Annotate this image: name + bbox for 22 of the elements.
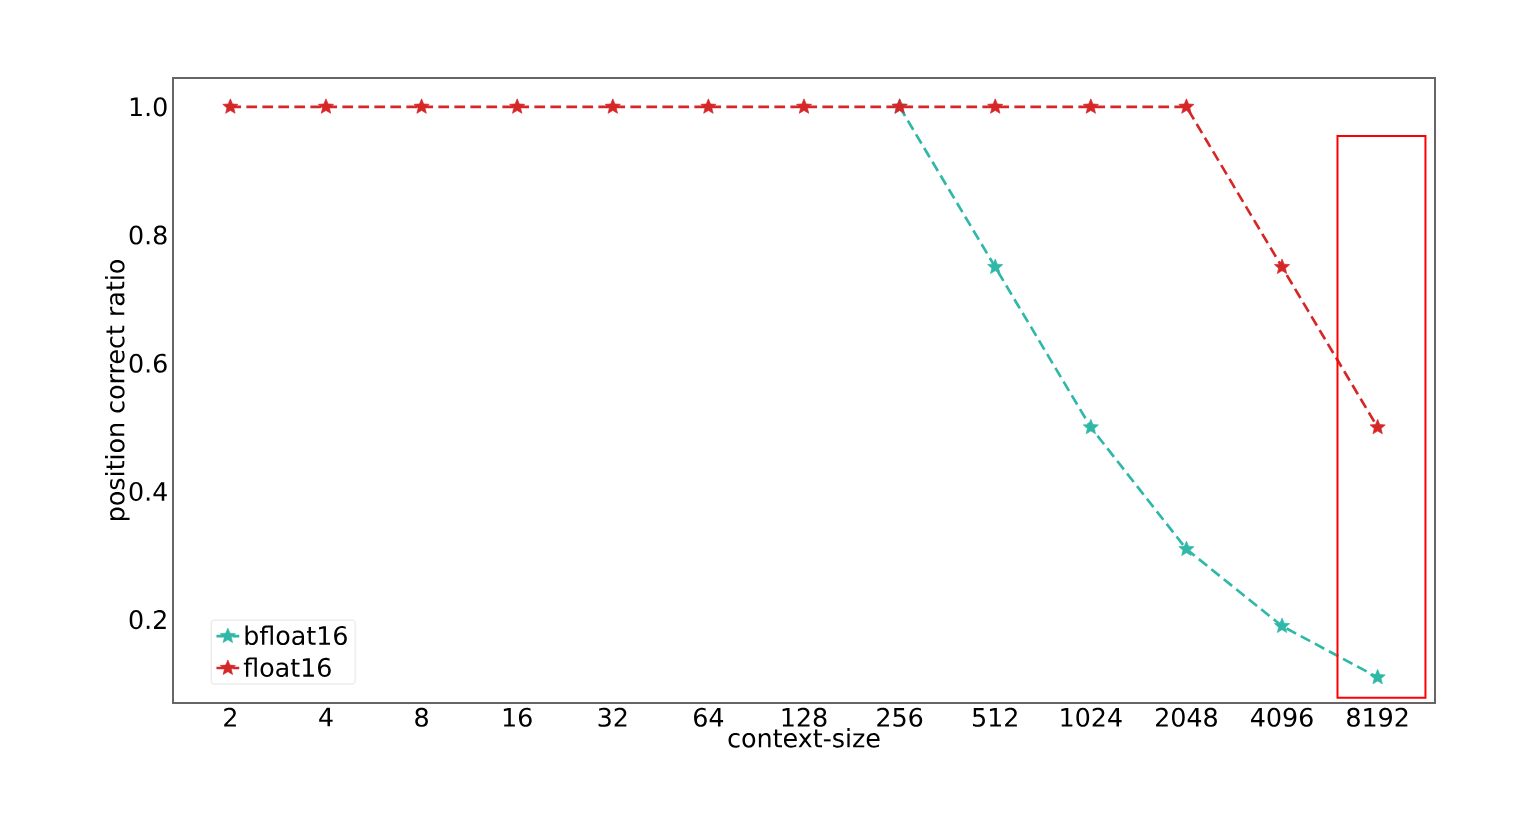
x-tick-label: 128 bbox=[782, 707, 827, 727]
x-tick-label: 2 bbox=[224, 707, 236, 727]
x-axis-title: context-size bbox=[728, 728, 880, 748]
y-tick-label: 0.6 bbox=[129, 353, 167, 373]
x-tick-label: 1024 bbox=[1061, 707, 1122, 727]
x-tick-label: 512 bbox=[972, 707, 1017, 727]
x-tick-label: 2048 bbox=[1156, 707, 1217, 727]
x-tick-label: 16 bbox=[503, 707, 532, 727]
legend-label: float16 bbox=[243, 657, 331, 678]
x-tick-label: 8 bbox=[415, 707, 428, 727]
x-tick-label: 64 bbox=[694, 707, 724, 727]
legend-label: bfloat16 bbox=[245, 625, 347, 646]
x-tick-label: 4 bbox=[319, 707, 333, 727]
x-tick-label: 256 bbox=[877, 707, 923, 727]
x-tick-label: 4096 bbox=[1251, 707, 1313, 727]
y-tick-label: 0.4 bbox=[129, 481, 167, 502]
y-tick-label: 0.8 bbox=[129, 225, 167, 245]
y-tick-label: 0.2 bbox=[129, 610, 166, 630]
y-axis-title: position correct ratio bbox=[105, 260, 130, 520]
x-tick-label: 8192 bbox=[1347, 707, 1408, 727]
x-tick-label: 32 bbox=[598, 707, 627, 727]
y-tick-label: 1.0 bbox=[130, 97, 167, 117]
